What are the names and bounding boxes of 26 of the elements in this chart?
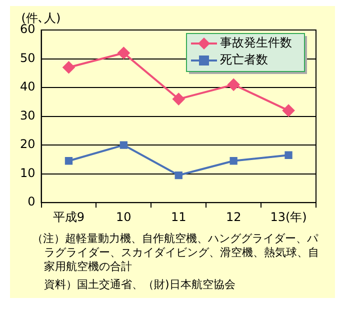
point [228, 78, 240, 91]
y-tick-label: 30 [20, 108, 36, 122]
y-tick-label: 10 [20, 166, 36, 180]
x-tick-label: 12 [226, 210, 242, 224]
point [282, 104, 295, 117]
x-tick-label: 11 [170, 210, 186, 224]
point [64, 157, 73, 165]
point [230, 157, 238, 165]
legend-label: 事故発生件数 [220, 36, 292, 50]
y-tick-label: 20 [20, 137, 36, 152]
y-tick-label: 0 [28, 194, 36, 209]
x-tick-label: 平成9 [52, 210, 85, 224]
legend-label: 死亡者数 [220, 52, 268, 67]
text: 資料）国土交通省、（財)日本航空協会 [43, 277, 236, 292]
point [172, 93, 185, 106]
point [174, 171, 182, 180]
text: （注）超軽量動力機、自作航空機、ハンググライダー、パラグライダー、スカイダイビング、滑空機、熱気球、自家用航空機の合計 [31, 231, 320, 275]
point [118, 47, 130, 60]
x-tick-label: 13(年) [270, 210, 307, 224]
point [62, 61, 75, 74]
point [284, 151, 292, 159]
y-tick-label: 50 [20, 50, 36, 65]
point [120, 141, 128, 149]
y-axis-title: (件､人) [21, 11, 61, 26]
x-tick-label: 10 [116, 210, 132, 224]
y-tick-label: 40 [20, 80, 36, 94]
